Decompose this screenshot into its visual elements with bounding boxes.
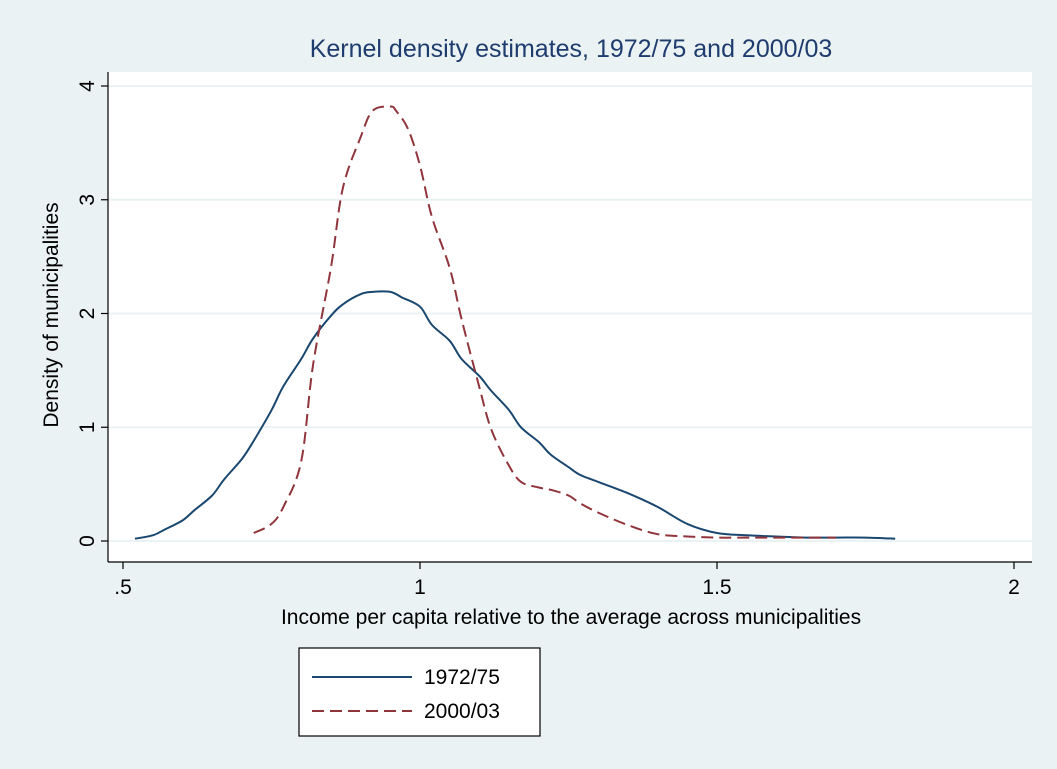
x-tick-label: 2: [1008, 576, 1020, 599]
y-tick-label: 0: [76, 535, 99, 547]
legend: 1972/75 2000/03: [298, 647, 541, 737]
series-line-2000-03: [253, 105, 836, 539]
chart-title: Kernel density estimates, 1972/75 and 20…: [310, 35, 833, 63]
x-tick-label: 1.5: [702, 576, 731, 599]
legend-box: [298, 647, 541, 737]
x-axis-label: Income per capita relative to the averag…: [281, 606, 861, 629]
series-line-1972-75: [134, 290, 896, 540]
y-axis-label: Density of municipalities: [40, 202, 63, 427]
y-tick-label: 1: [76, 421, 99, 433]
series-layer: [134, 105, 896, 540]
y-tick-label: 2: [76, 308, 99, 320]
plot-area: [108, 72, 1032, 562]
y-tick-label: 4: [76, 80, 99, 92]
x-tick-label: .5: [114, 576, 132, 599]
x-tick-label: 1: [414, 576, 426, 599]
y-tick-label: 3: [76, 194, 99, 206]
axes: 0 1 2 3 4 .5 1 1.5 2: [76, 72, 1032, 599]
legend-label-1972-75: 1972/75: [424, 666, 500, 689]
legend-label-2000-03: 2000/03: [424, 700, 500, 723]
